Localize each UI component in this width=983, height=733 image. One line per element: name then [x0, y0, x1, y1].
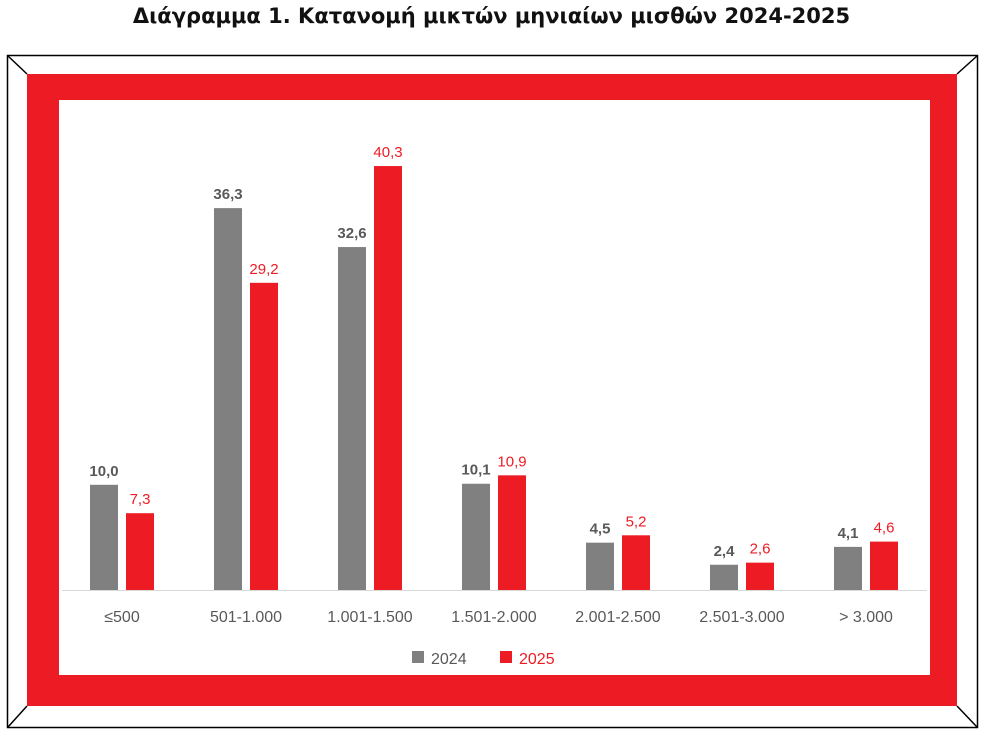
legend-label-2025: 2025 — [519, 651, 555, 668]
legend-swatch-2024 — [412, 651, 424, 663]
plot-area — [59, 100, 930, 675]
x-tick-label-4: 2.001-2.500 — [575, 609, 661, 626]
bar-2025-6 — [870, 541, 898, 590]
data-label-2024-1: 36,3 — [213, 186, 242, 203]
data-label-2025-5: 2,6 — [750, 541, 771, 558]
data-label-2024-0: 10,0 — [89, 463, 118, 480]
x-tick-label-3: 1.501-2.000 — [451, 609, 537, 626]
bevel-br — [956, 705, 978, 728]
bar-2024-6 — [834, 546, 862, 590]
bar-2024-0 — [90, 484, 118, 590]
bar-2024-1 — [214, 208, 242, 590]
data-label-2024-3: 10,1 — [461, 462, 490, 479]
bar-2025-2 — [374, 166, 402, 590]
bar-2025-3 — [498, 475, 526, 590]
data-label-2024-6: 4,1 — [838, 525, 859, 542]
legend-swatch-2025 — [500, 651, 512, 663]
bar-2024-3 — [462, 483, 490, 590]
data-label-2024-2: 32,6 — [337, 225, 366, 242]
x-tick-label-0: ≤500 — [104, 609, 140, 626]
x-tick-label-6: > 3.000 — [839, 609, 893, 626]
data-label-2024-5: 2,4 — [714, 543, 736, 560]
bar-2025-4 — [622, 535, 650, 590]
bevel-tl — [7, 55, 28, 75]
bar-2025-0 — [126, 513, 154, 590]
data-label-2025-1: 29,2 — [249, 261, 278, 278]
data-label-2024-4: 4,5 — [590, 521, 611, 538]
chart-title: Διάγραμμα 1. Κατανομή μικτών μηνιαίων μι… — [132, 4, 851, 28]
data-label-2025-4: 5,2 — [626, 513, 647, 530]
bar-2024-5 — [710, 564, 738, 590]
data-label-2025-2: 40,3 — [373, 144, 402, 161]
x-tick-label-1: 501-1.000 — [210, 609, 282, 626]
x-tick-label-2: 1.001-1.500 — [327, 609, 413, 626]
bar-2025-1 — [250, 282, 278, 590]
x-tick-label-5: 2.501-3.000 — [699, 609, 785, 626]
bar-2024-4 — [586, 542, 614, 590]
data-label-2025-3: 10,9 — [497, 453, 526, 470]
bevel-bl — [7, 705, 28, 728]
data-label-2025-6: 4,6 — [874, 520, 895, 537]
bar-2025-5 — [746, 562, 774, 590]
data-label-2025-0: 7,3 — [130, 491, 151, 508]
legend-label-2024: 2024 — [431, 651, 467, 668]
bar-2024-2 — [338, 247, 366, 590]
legend: 2024 2025 — [412, 651, 555, 668]
bevel-tr — [956, 55, 978, 75]
